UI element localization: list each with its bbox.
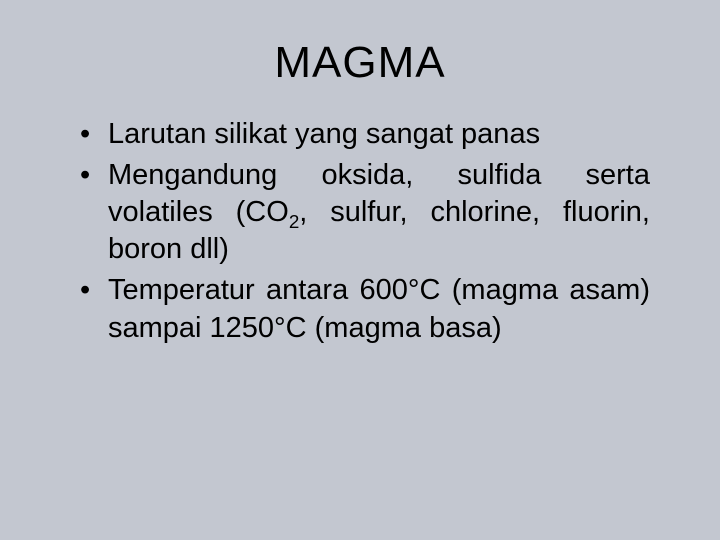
list-item: Mengandung oksida, sulfida serta volatil… bbox=[80, 157, 650, 268]
bullet-text: Temperatur antara 600°C (magma asam) sam… bbox=[108, 274, 650, 343]
bullet-text: Larutan silikat yang sangat panas bbox=[108, 118, 540, 150]
list-item: Temperatur antara 600°C (magma asam) sam… bbox=[80, 272, 650, 346]
bullet-list: Larutan silikat yang sangat panas Mengan… bbox=[70, 116, 650, 347]
slide: MAGMA Larutan silikat yang sangat panas … bbox=[0, 0, 720, 540]
bullet-text: Mengandung oksida, sulfida serta volatil… bbox=[108, 159, 650, 265]
list-item: Larutan silikat yang sangat panas bbox=[80, 116, 650, 153]
slide-title: MAGMA bbox=[70, 38, 650, 88]
